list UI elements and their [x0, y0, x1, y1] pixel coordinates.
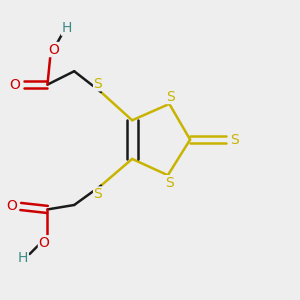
Text: S: S: [94, 77, 102, 91]
Text: S: S: [94, 187, 102, 201]
Text: S: S: [167, 89, 175, 103]
Text: O: O: [9, 78, 20, 92]
Text: O: O: [49, 43, 59, 56]
Text: S: S: [230, 133, 239, 147]
Text: O: O: [38, 236, 49, 250]
Text: S: S: [165, 176, 174, 190]
Text: O: O: [6, 200, 17, 214]
Text: H: H: [61, 21, 72, 35]
Text: H: H: [18, 250, 28, 265]
